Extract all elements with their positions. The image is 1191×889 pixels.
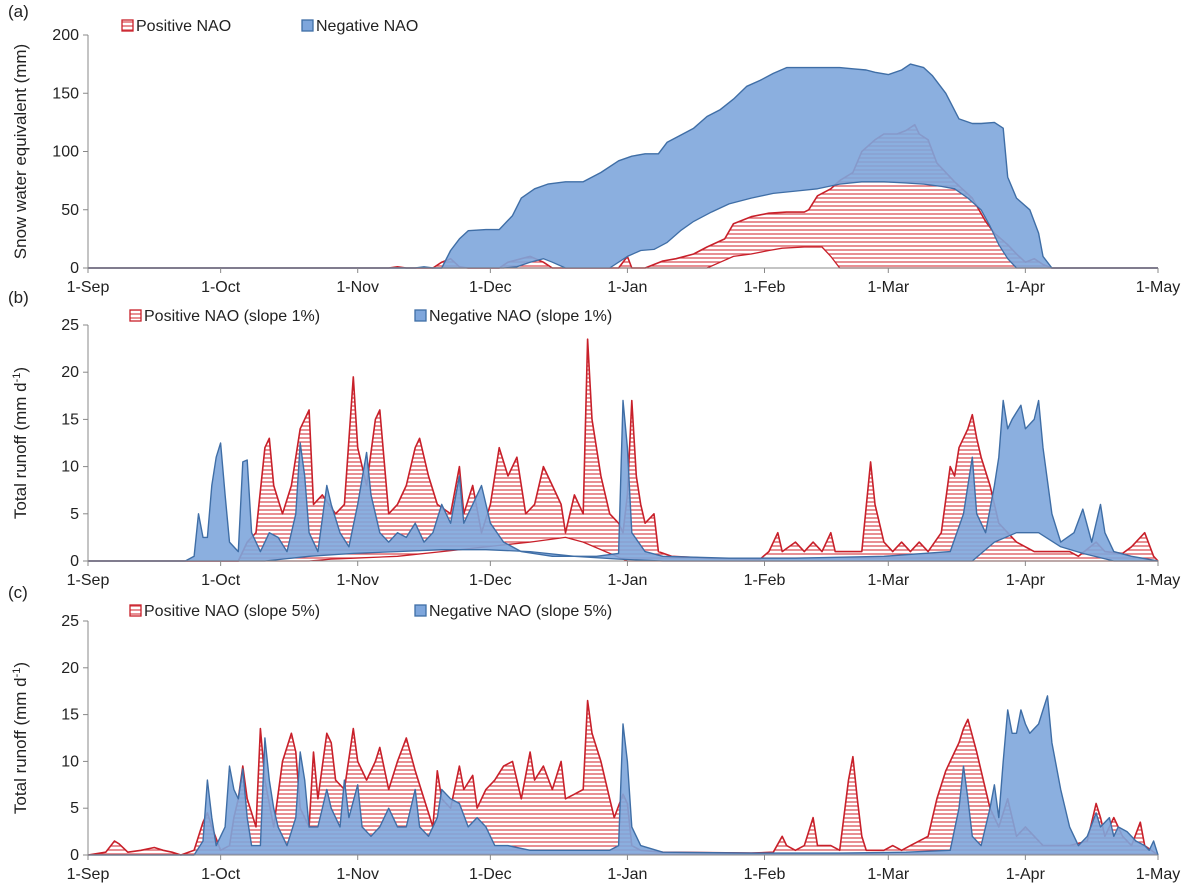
series-area-negative-nao <box>88 400 1158 561</box>
y-tick-label: 100 <box>52 144 79 161</box>
chart-panel-1: 0 50 100 150 200 1-Sep 1-Oct 1-Nov 1-Dec 1-Jan 1-F… <box>8 2 1180 296</box>
chart-panel-3: 0 5 10 15 20 25 1-Sep 1-Oct 1-Nov 1-Dec 1-Jan 1-Feb… <box>8 583 1180 883</box>
legend-label-positive-nao: Positive NAO (slope 5%) <box>144 603 320 620</box>
y-axis-title-superscript: -1 <box>11 668 23 678</box>
y-axis-title: Total runoff (mm d-1) <box>11 662 30 814</box>
y-axis-title: Snow water equivalent (mm) <box>11 44 30 259</box>
x-tick-label: 1-May <box>1136 866 1180 883</box>
x-tick-label: 1-Mar <box>867 279 909 296</box>
y-axis-title-superscript: -1 <box>11 373 23 383</box>
x-tick-label: 1-Dec <box>469 572 512 589</box>
y-tick-label: 50 <box>61 202 79 219</box>
x-tick-label: 1-Jan <box>607 572 647 589</box>
y-axis-title: Total runoff (mm d-1) <box>11 367 30 519</box>
y-tick-label: 5 <box>70 800 79 817</box>
y-tick-label: 150 <box>52 85 79 102</box>
x-tick-label: 1-Apr <box>1006 279 1046 296</box>
legend-label-negative-nao: Negative NAO (slope 1%) <box>429 308 612 325</box>
y-axis-title-close: ) <box>11 662 30 668</box>
legend-swatch-positive-nao <box>129 604 142 617</box>
x-tick-label: 1-Nov <box>336 572 379 589</box>
y-tick-label: 25 <box>61 613 79 630</box>
series-upper-line-negative-nao <box>88 63 1158 269</box>
x-tick-label: 1-Feb <box>744 866 786 883</box>
series-area-positive-nao <box>88 339 1158 561</box>
y-tick-label: 10 <box>61 753 79 770</box>
legend-swatch-positive-nao <box>121 19 134 32</box>
series-upper-line-positive-nao <box>87 699 1159 856</box>
y-tick-label: 20 <box>61 660 79 677</box>
x-tick-label: 1-May <box>1136 279 1180 296</box>
x-tick-label: 1-Sep <box>67 866 110 883</box>
x-tick-label: 1-Apr <box>1006 572 1046 589</box>
series-lower-line-positive-nao <box>88 246 1158 269</box>
series-upper-line-negative-nao <box>88 399 1159 562</box>
legend-swatch-negative-nao <box>301 19 314 32</box>
x-tick-label: 1-Nov <box>336 279 379 296</box>
series-upper-line-negative-nao <box>88 695 1159 856</box>
x-tick-label: 1-Dec <box>469 279 512 296</box>
legend-label-negative-nao: Negative NAO (slope 5%) <box>429 603 612 620</box>
series-area-negative-nao <box>88 64 1158 268</box>
y-tick-label: 15 <box>61 707 79 724</box>
legend-swatch-positive-nao <box>129 309 142 322</box>
legend-label-negative-nao: Negative NAO <box>316 18 418 35</box>
x-tick-label: 1-Feb <box>744 279 786 296</box>
x-tick-label: 1-Oct <box>201 572 241 589</box>
x-tick-label: 1-Mar <box>867 572 909 589</box>
y-tick-label: 0 <box>70 260 79 277</box>
y-tick-label: 0 <box>70 847 79 864</box>
x-tick-label: 1-May <box>1136 572 1180 589</box>
x-tick-label: 1-Jan <box>607 866 647 883</box>
x-tick-label: 1-Dec <box>469 866 512 883</box>
series-lower-line-negative-nao <box>88 181 1158 269</box>
panel-label: (c) <box>8 583 28 602</box>
y-tick-label: 0 <box>70 553 79 570</box>
y-axis-title-close: ) <box>11 367 30 373</box>
x-tick-label: 1-Sep <box>67 279 110 296</box>
legend-label-positive-nao: Positive NAO (slope 1%) <box>144 308 320 325</box>
y-tick-label: 20 <box>61 364 79 381</box>
panel-label: (b) <box>8 288 29 307</box>
series-lower-line-negative-nao <box>88 532 1158 562</box>
y-tick-label: 25 <box>61 317 79 334</box>
x-tick-label: 1-Feb <box>744 572 786 589</box>
y-tick-label: 5 <box>70 506 79 523</box>
y-tick-label: 200 <box>52 27 79 44</box>
x-tick-label: 1-Mar <box>867 866 909 883</box>
legend-swatch-negative-nao <box>414 309 427 322</box>
chart-panel-2: 0 5 10 15 20 25 1-Sep 1-Oct 1-Nov 1-Dec 1-Jan 1-Feb… <box>8 288 1180 589</box>
y-tick-label: 10 <box>61 459 79 476</box>
legend-swatch-negative-nao <box>414 604 427 617</box>
x-tick-label: 1-Apr <box>1006 866 1046 883</box>
series-area-negative-nao <box>88 695 1158 855</box>
x-tick-label: 1-Sep <box>67 572 110 589</box>
x-tick-label: 1-Jan <box>607 279 647 296</box>
panel-label: (a) <box>8 2 29 21</box>
y-tick-label: 15 <box>61 411 79 428</box>
x-tick-label: 1-Oct <box>201 279 241 296</box>
legend-label-positive-nao: Positive NAO <box>136 18 231 35</box>
x-tick-label: 1-Nov <box>336 866 379 883</box>
x-tick-label: 1-Oct <box>201 866 241 883</box>
